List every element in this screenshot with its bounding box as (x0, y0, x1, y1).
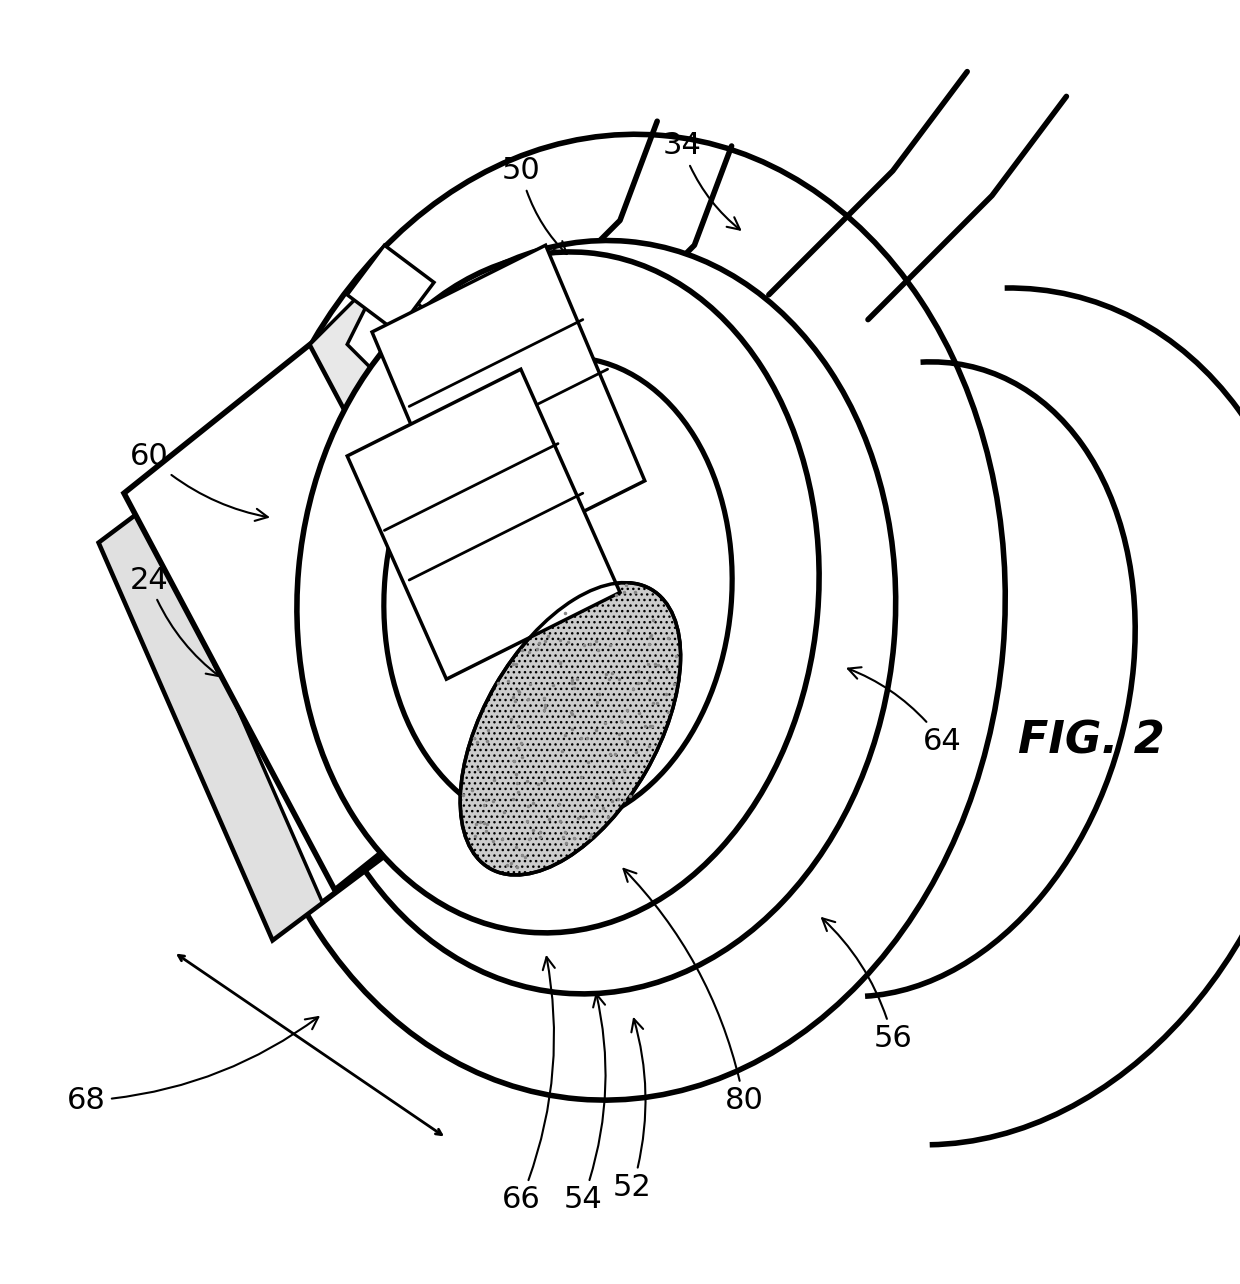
Text: 80: 80 (624, 869, 764, 1116)
Text: 66: 66 (501, 957, 554, 1215)
Polygon shape (459, 642, 620, 815)
Text: 50: 50 (501, 157, 567, 254)
Text: FIG. 2: FIG. 2 (1018, 720, 1164, 763)
Polygon shape (124, 344, 521, 890)
Ellipse shape (460, 583, 681, 874)
Ellipse shape (384, 357, 732, 828)
Text: 64: 64 (848, 668, 962, 756)
Text: 68: 68 (67, 1017, 319, 1116)
Polygon shape (347, 245, 434, 333)
Polygon shape (347, 270, 422, 381)
Ellipse shape (296, 252, 820, 933)
Text: 34: 34 (662, 131, 740, 230)
Text: 54: 54 (563, 994, 605, 1215)
Polygon shape (347, 370, 620, 679)
Polygon shape (310, 295, 570, 741)
Ellipse shape (295, 240, 895, 994)
Text: 24: 24 (129, 565, 219, 677)
Polygon shape (372, 245, 645, 568)
Polygon shape (99, 394, 471, 940)
Polygon shape (99, 506, 322, 940)
Text: 56: 56 (822, 918, 913, 1053)
Text: 60: 60 (129, 442, 268, 521)
Polygon shape (298, 344, 521, 791)
Text: 52: 52 (613, 1019, 652, 1202)
